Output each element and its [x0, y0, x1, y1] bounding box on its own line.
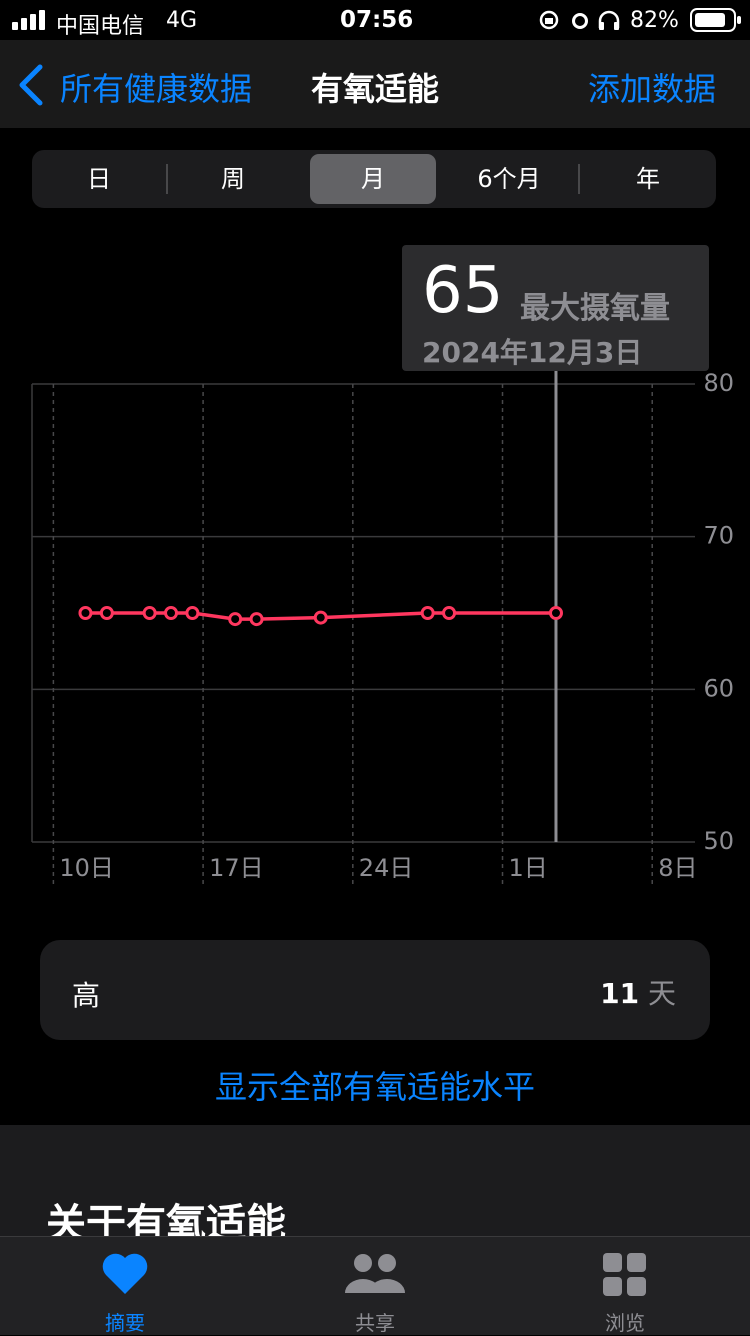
tooltip: 65 最大摄氧量 2024年12月3日: [402, 245, 709, 371]
tab[interactable]: 摘要: [0, 1237, 250, 1335]
data-point: [164, 606, 179, 620]
data-point: [313, 610, 328, 625]
y-tick-label: 50: [703, 827, 734, 855]
y-tick-label: 60: [703, 674, 734, 702]
people-icon: [345, 1254, 405, 1293]
tooltip-unit: 最大摄氧量: [520, 291, 670, 326]
tab[interactable]: 共享: [250, 1237, 500, 1335]
chart: 50 60 70 80 10日 17日 24日 1日 8日: [31, 369, 734, 884]
segment[interactable]: 6个月: [477, 165, 541, 193]
tab-label: 共享: [355, 1311, 395, 1335]
signal-icon: [12, 10, 45, 30]
grid-icon: [603, 1253, 646, 1296]
x-tick-label: 17日: [209, 854, 264, 882]
x-tick-label: 1日: [509, 854, 548, 882]
tooltip-date: 2024年12月3日: [422, 336, 643, 369]
x-tick-label: 10日: [59, 854, 114, 882]
summary-count-group: 11 天: [600, 972, 676, 1012]
segment[interactable]: 周: [221, 165, 245, 193]
back-chevron[interactable]: [16, 64, 46, 106]
data-point: [442, 606, 457, 620]
tooltip-value: 65: [422, 254, 504, 328]
y-tick-label: 80: [703, 369, 734, 397]
status-bar: 中国电信 4G 07:56 82%: [0, 0, 750, 40]
tab-bar: 摘要 共享 浏览: [0, 1236, 750, 1335]
segment[interactable]: 日: [87, 165, 111, 193]
summary-count: 11: [600, 977, 640, 1010]
data-point: [99, 606, 114, 620]
data-point: [548, 606, 563, 620]
carrier: 中国电信: [56, 14, 145, 39]
segmented-control: 日 周 月 6个月 年: [32, 150, 716, 208]
data-point: [249, 612, 264, 627]
tab[interactable]: 浏览: [500, 1237, 750, 1335]
data-point: [78, 606, 93, 620]
nav-bar: 所有健康数据 有氧适能 添加数据: [0, 40, 750, 128]
segment[interactable]: 月: [310, 154, 436, 204]
data-point: [228, 612, 243, 627]
tab-label: 摘要: [105, 1311, 145, 1335]
y-tick-label: 70: [703, 522, 734, 550]
clock: 07:56: [340, 7, 414, 33]
x-tick-label: 24日: [359, 854, 414, 882]
data-point: [420, 606, 435, 620]
summary-label: 高: [72, 979, 101, 1012]
segment-separator: [166, 164, 168, 194]
data-point: [142, 606, 157, 620]
segment[interactable]: 年: [636, 165, 660, 193]
summary-unit: 天: [647, 977, 676, 1010]
add-data-button[interactable]: 添加数据: [587, 70, 716, 108]
data-point: [185, 606, 200, 620]
segment-separator: [578, 164, 580, 194]
nav-title: 有氧适能: [310, 70, 439, 108]
tab-label: 浏览: [605, 1311, 645, 1335]
summary-card: 高 11 天: [40, 940, 710, 1040]
show-all-link[interactable]: 显示全部有氧适能水平: [214, 1068, 535, 1106]
back-button[interactable]: 所有健康数据: [60, 70, 253, 108]
heart-icon: [102, 1253, 148, 1294]
status-icons: [539, 10, 620, 30]
x-tick-label: 8日: [658, 854, 697, 882]
network: 4G: [166, 8, 198, 33]
battery-icon: [690, 8, 741, 32]
battery-level: 82%: [630, 8, 679, 33]
